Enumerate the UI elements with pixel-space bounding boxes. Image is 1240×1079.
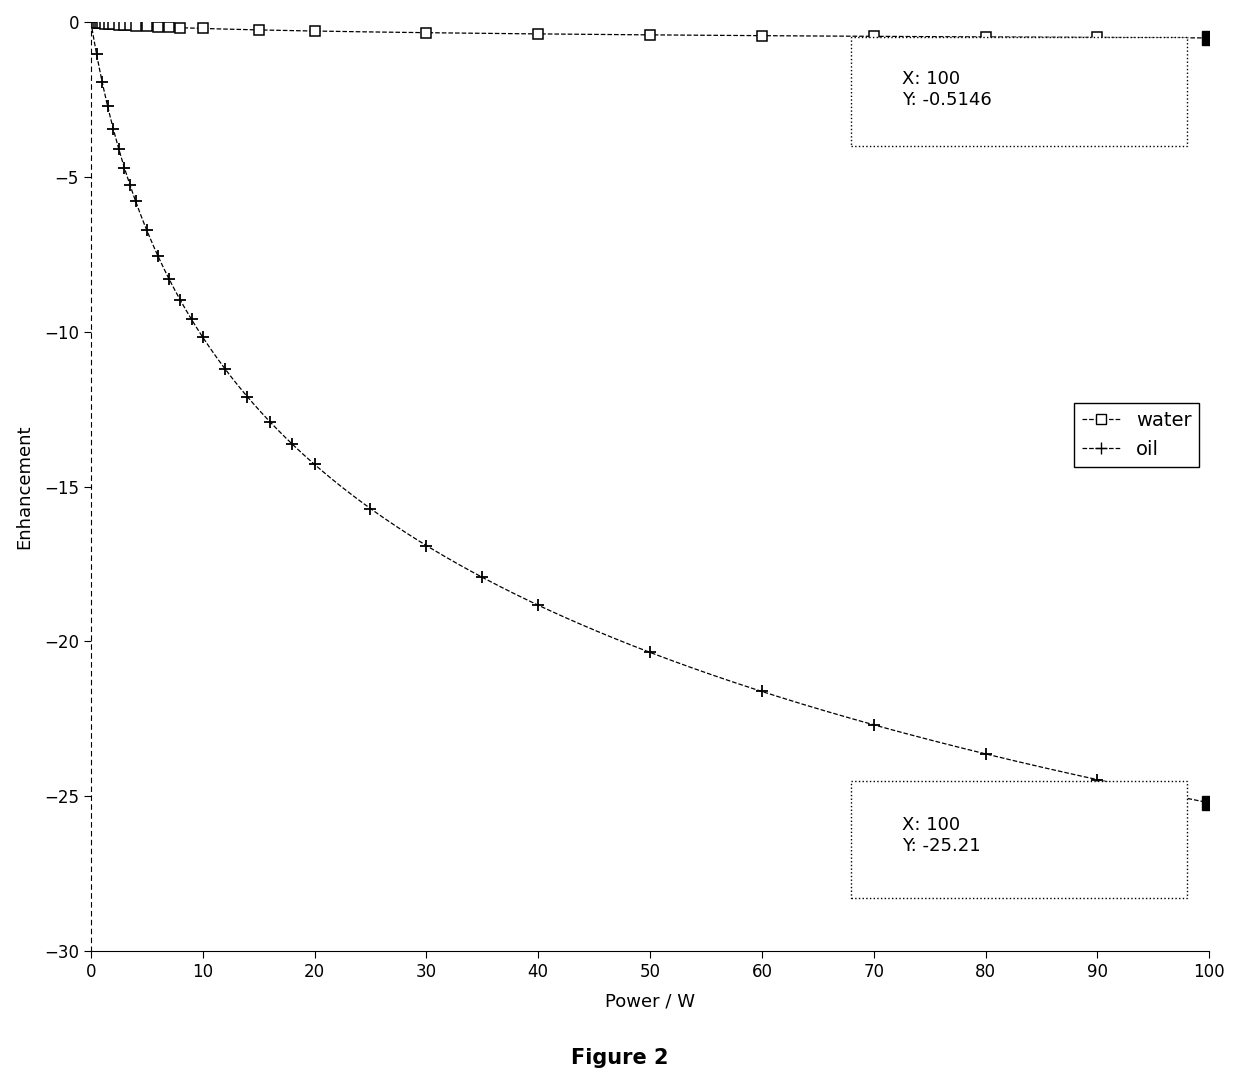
Text: X: 100
Y: -0.5146: X: 100 Y: -0.5146 [901,70,992,109]
Legend: water, oil: water, oil [1074,404,1199,466]
X-axis label: Power / W: Power / W [605,992,696,1010]
FancyBboxPatch shape [852,38,1187,146]
Text: Figure 2: Figure 2 [572,1048,668,1068]
Y-axis label: Enhancement: Enhancement [15,424,33,549]
Text: X: 100
Y: -25.21: X: 100 Y: -25.21 [901,816,981,855]
FancyBboxPatch shape [852,781,1187,899]
